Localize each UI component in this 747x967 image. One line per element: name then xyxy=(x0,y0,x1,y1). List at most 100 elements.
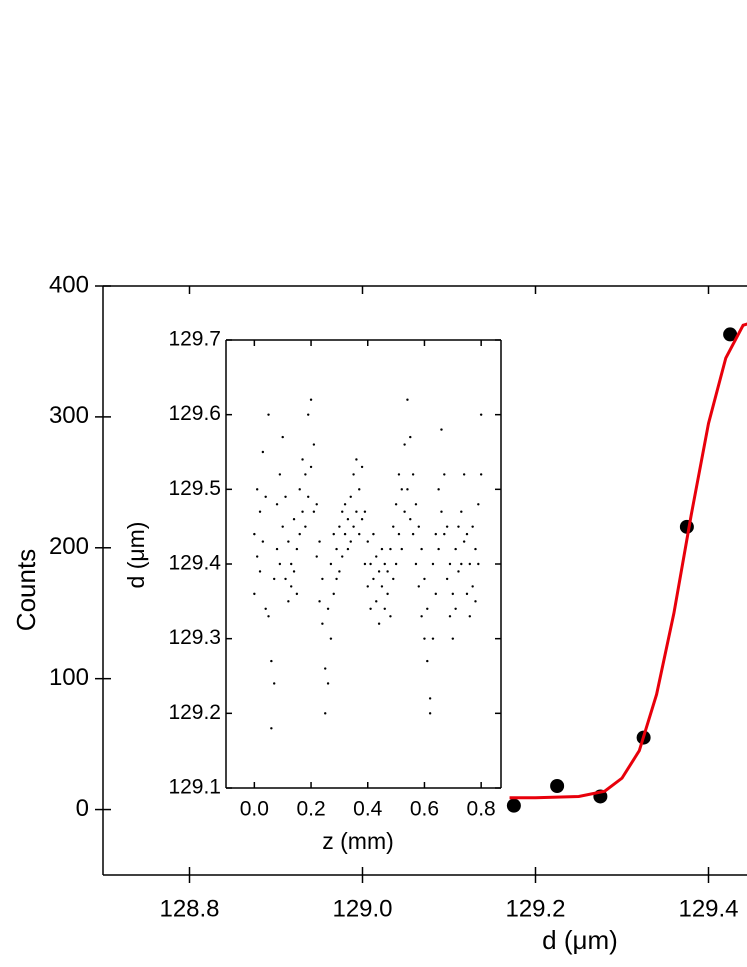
data-dot xyxy=(287,540,290,543)
data-dot xyxy=(284,577,287,581)
data-dot xyxy=(383,607,386,610)
x-tick-label: 0.2 xyxy=(296,798,325,821)
data-dot xyxy=(474,600,477,603)
data-dot xyxy=(278,562,282,566)
data-dot xyxy=(423,637,426,640)
data-dot xyxy=(335,547,338,551)
data-dot xyxy=(386,570,389,573)
data-dot xyxy=(440,510,443,513)
data-dot xyxy=(275,503,279,506)
data-dot xyxy=(468,615,472,618)
data-dot xyxy=(454,547,457,551)
x-tick-label: 0.0 xyxy=(240,798,269,821)
data-dot xyxy=(392,525,395,528)
data-dot xyxy=(275,547,279,551)
y-tick-label: 129.5 xyxy=(168,477,221,500)
data-dot xyxy=(355,510,358,513)
data-dot xyxy=(377,570,381,573)
data-dot xyxy=(267,615,270,618)
data-dot xyxy=(394,503,398,506)
data-dot xyxy=(443,473,446,476)
data-dot xyxy=(301,510,304,513)
data-dot xyxy=(321,577,324,581)
x-tick-label: 0.8 xyxy=(467,798,496,821)
data-dot xyxy=(448,615,452,618)
data-dot xyxy=(380,585,384,588)
data-dot xyxy=(341,555,344,558)
data-dot xyxy=(290,562,293,566)
data-dot xyxy=(443,532,446,536)
data-dot xyxy=(397,532,401,536)
data-dot xyxy=(360,465,364,469)
data-dot xyxy=(451,592,455,596)
data-dot xyxy=(253,592,256,596)
data-dot xyxy=(460,562,463,566)
data-dot xyxy=(468,562,472,566)
data-dot xyxy=(329,562,333,566)
data-dot xyxy=(349,495,352,498)
data-dot xyxy=(358,488,361,491)
data-dot xyxy=(428,697,432,700)
data-dot xyxy=(434,532,437,536)
data-dot xyxy=(315,503,318,506)
data-dot xyxy=(332,532,335,536)
data-dot xyxy=(389,547,392,551)
data-dot xyxy=(457,525,460,528)
data-dot xyxy=(386,592,389,596)
data-dot xyxy=(411,532,415,536)
x-tick-label: 0.6 xyxy=(410,798,439,821)
data-dot xyxy=(397,473,401,476)
data-dot xyxy=(383,562,386,566)
data-dot xyxy=(445,525,449,528)
data-dot xyxy=(409,518,412,521)
data-dot xyxy=(375,555,378,558)
data-dot xyxy=(281,435,284,439)
data-dot xyxy=(267,413,270,416)
data-dot xyxy=(372,532,375,536)
x-tick-label: 129.2 xyxy=(505,895,565,922)
data-dot xyxy=(321,622,324,625)
data-dot xyxy=(403,510,406,513)
data-dot xyxy=(477,503,480,506)
y-tick-label: 129.6 xyxy=(168,402,221,425)
x-tick-label: 0.4 xyxy=(353,798,383,821)
data-dot xyxy=(284,495,287,498)
data-dot xyxy=(304,473,307,476)
data-dot xyxy=(298,532,301,536)
data-dot xyxy=(462,473,466,476)
y-tick-label: 129.2 xyxy=(168,701,221,724)
data-dot xyxy=(448,562,452,566)
data-dot xyxy=(307,495,310,498)
data-dot xyxy=(406,398,409,401)
data-dot xyxy=(375,600,378,603)
data-dot xyxy=(471,585,474,588)
data-dot xyxy=(346,547,350,551)
data-dot xyxy=(366,540,369,543)
data-dot xyxy=(255,488,259,491)
data-dot xyxy=(445,577,449,581)
data-dot xyxy=(343,503,347,506)
data-dot xyxy=(264,607,267,610)
data-dot xyxy=(324,712,327,715)
data-dot xyxy=(301,458,304,461)
data-dot xyxy=(326,607,330,610)
data-dot xyxy=(465,532,469,536)
y-tick-label: 300 xyxy=(49,402,89,429)
data-dot xyxy=(355,458,358,461)
x-tick-label: 129.4 xyxy=(678,895,738,922)
data-dot xyxy=(326,682,330,685)
data-dot xyxy=(295,547,299,551)
data-dot xyxy=(312,510,316,513)
data-dot xyxy=(417,525,420,528)
data-dot xyxy=(309,465,313,469)
data-dot xyxy=(369,562,372,566)
data-dot xyxy=(372,577,375,581)
x-axis-label: d (μm) xyxy=(542,925,618,955)
data-dot xyxy=(304,525,307,528)
y-tick-label: 129.1 xyxy=(168,776,221,799)
y-tick-label: 100 xyxy=(49,664,89,691)
data-dot xyxy=(400,488,403,491)
data-dot xyxy=(462,540,466,543)
data-dot xyxy=(329,637,333,640)
data-dot xyxy=(281,525,284,528)
